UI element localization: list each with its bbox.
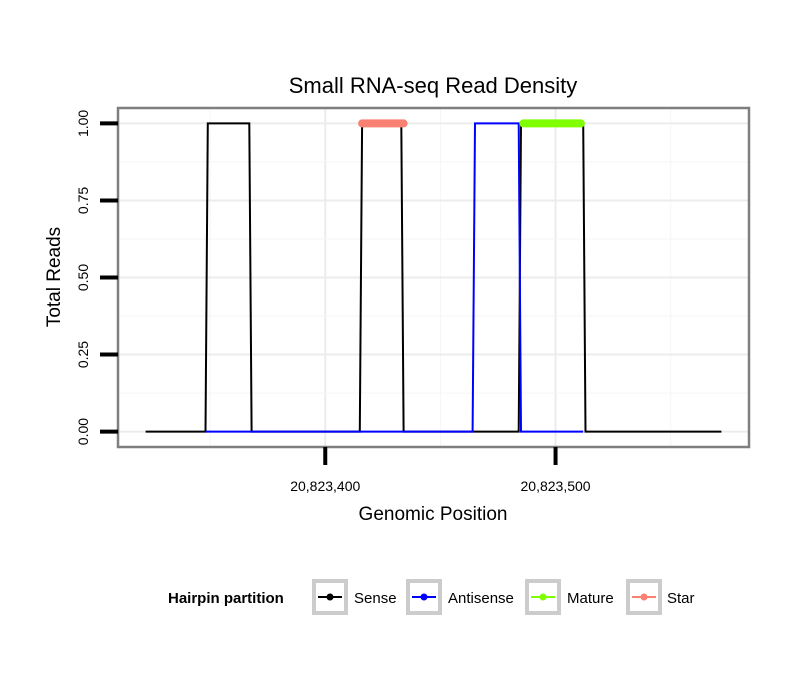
y-tick-label: 0.25 xyxy=(75,341,91,368)
legend-label-antisense: Antisense xyxy=(448,590,514,607)
legend-label-sense: Sense xyxy=(354,590,397,607)
legend-marker-star xyxy=(640,593,648,601)
y-tick-label: 0.75 xyxy=(75,187,91,214)
chart-title: Small RNA-seq Read Density xyxy=(289,73,578,98)
legend-marker-antisense xyxy=(420,593,428,601)
y-axis-title: Total Reads xyxy=(44,227,65,327)
x-axis: 20,823,400 20,823,500 xyxy=(290,447,591,494)
legend-label-mature: Mature xyxy=(567,590,614,607)
legend-label-star: Star xyxy=(667,590,695,607)
x-tick-label: 20,823,500 xyxy=(521,478,591,494)
y-axis: 0.00 0.25 0.50 0.75 1.00 xyxy=(75,110,118,445)
y-tick-label: 0.00 xyxy=(75,418,91,445)
plot-series xyxy=(145,119,722,433)
legend: Hairpin partition Sense Antisense Mature St… xyxy=(168,579,695,615)
legend-title: Hairpin partition xyxy=(168,590,284,607)
series-antisense-line xyxy=(205,122,584,433)
legend-marker-sense xyxy=(326,593,334,601)
x-axis-title: Genomic Position xyxy=(359,504,508,525)
plot-grid xyxy=(118,108,749,447)
y-tick-label: 1.00 xyxy=(75,110,91,137)
x-tick-label: 20,823,400 xyxy=(290,478,360,494)
y-tick-label: 0.50 xyxy=(75,264,91,291)
legend-marker-mature xyxy=(539,593,547,601)
